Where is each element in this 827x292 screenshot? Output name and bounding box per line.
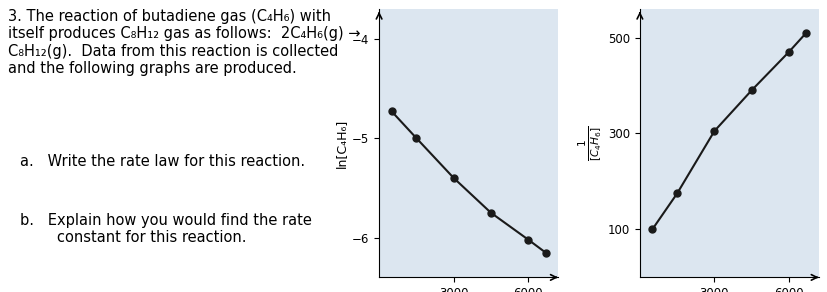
Text: 3. The reaction of butadiene gas (C₄H₆) with
itself produces C₈H₁₂ gas as follow: 3. The reaction of butadiene gas (C₄H₆) … <box>8 9 361 76</box>
Y-axis label: $\frac{1}{[C_4H_6]}$: $\frac{1}{[C_4H_6]}$ <box>576 125 604 161</box>
Text: b.   Explain how you would find the rate
        constant for this reaction.: b. Explain how you would find the rate c… <box>20 213 312 245</box>
Text: a.   Write the rate law for this reaction.: a. Write the rate law for this reaction. <box>20 154 305 169</box>
Y-axis label: ln[C₄H₆]: ln[C₄H₆] <box>335 119 348 168</box>
